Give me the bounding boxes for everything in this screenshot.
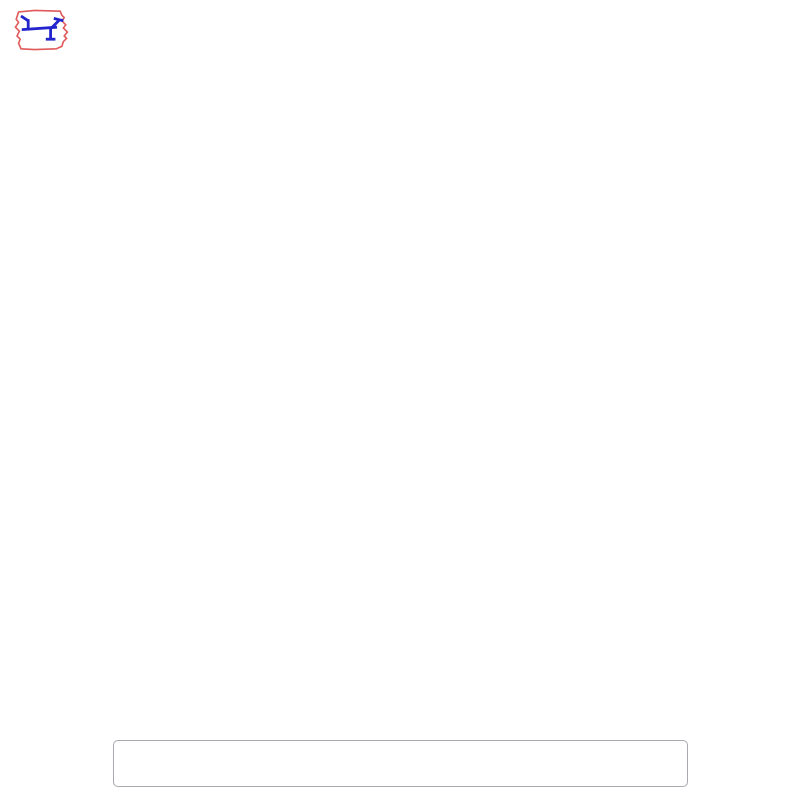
iem-logo — [9, 3, 73, 65]
legend-items — [114, 744, 687, 747]
legend — [113, 740, 688, 787]
iowa-outline-icon — [14, 9, 69, 51]
